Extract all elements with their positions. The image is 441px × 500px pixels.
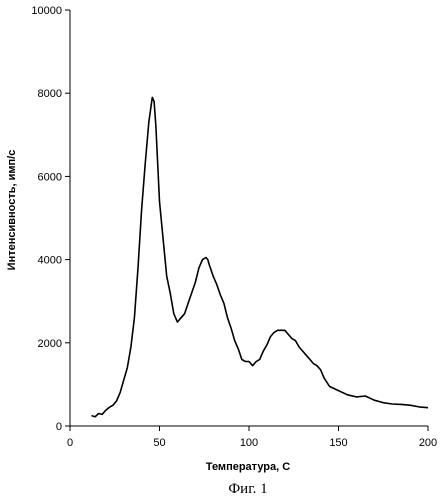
y-tick-label: 8000 — [38, 88, 62, 100]
x-tick-label: 100 — [240, 437, 258, 449]
y-tick-label: 2000 — [38, 338, 62, 350]
x-tick-label: 200 — [419, 437, 437, 449]
x-tick-labels: 0 50 100 150 200 — [67, 437, 437, 449]
y-tick-label: 10000 — [31, 5, 62, 17]
x-tick-label: 50 — [153, 437, 165, 449]
x-axis — [69, 425, 429, 431]
y-axis — [65, 9, 71, 427]
y-tick-label: 4000 — [38, 255, 62, 267]
figure-caption: Фиг. 1 — [228, 481, 267, 497]
x-tick-label: 0 — [67, 437, 73, 449]
y-tick-label: 6000 — [38, 171, 62, 183]
series-line — [91, 96, 429, 418]
y-axis-title: Интенсивность, имп/с — [6, 150, 18, 271]
x-tick-label: 150 — [329, 437, 347, 449]
y-tick-label: 0 — [56, 421, 62, 433]
y-tick-labels: 0 2000 4000 6000 8000 10000 — [31, 5, 62, 433]
x-axis-title: Температура, С — [206, 461, 290, 473]
